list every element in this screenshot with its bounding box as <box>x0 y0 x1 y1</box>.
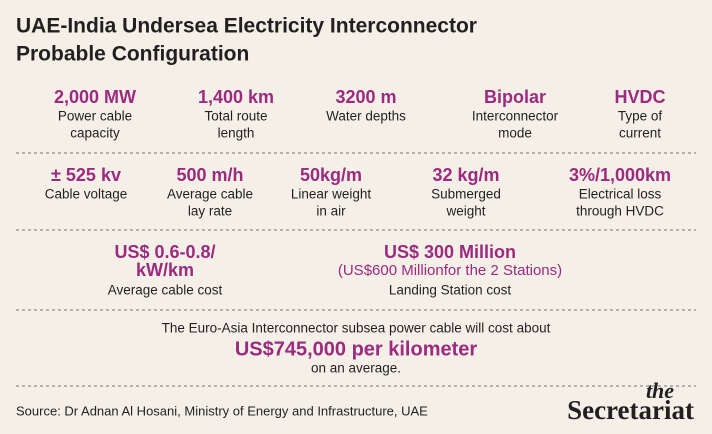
stat-value: 1,400 km <box>198 87 274 107</box>
stat-label: Interconnector <box>472 109 559 124</box>
stat-label: current <box>619 126 661 141</box>
cost-value: kW/km <box>136 260 194 280</box>
stat-label: length <box>218 126 255 141</box>
stat-value: 500 m/h <box>176 165 243 185</box>
stat-label: capacity <box>70 126 120 141</box>
cost-value: US$ 0.6-0.8/ <box>114 242 215 262</box>
logo: the <box>646 378 674 403</box>
summary-text: The Euro-Asia Interconnector subsea powe… <box>162 321 551 336</box>
stat-value: 3%/1,000km <box>569 165 671 185</box>
stat-label: Total route <box>204 109 267 124</box>
stat-value: Bipolar <box>484 87 546 107</box>
title: Probable Configuration <box>16 43 249 66</box>
summary-text: on an average. <box>311 361 401 376</box>
stat-value: 50kg/m <box>300 165 362 185</box>
stat-label: Average cable <box>167 187 253 202</box>
stat-label: weight <box>445 204 485 219</box>
stat-value: 32 kg/m <box>432 165 499 185</box>
stat-value: ± 525 kv <box>51 165 121 185</box>
title: UAE-India Undersea Electricity Interconn… <box>16 15 477 38</box>
stat-label: Type of <box>618 109 663 124</box>
stat-value: HVDC <box>614 87 665 107</box>
logo: Secretariat <box>567 395 694 425</box>
stat-label: Power cable <box>58 109 132 124</box>
cost-value: (US$600 Millionfor the 2 Stations) <box>338 262 562 279</box>
stat-value: 3200 m <box>335 87 396 107</box>
cost-value: US$ 300 Million <box>384 242 516 262</box>
stat-label: Water depths <box>326 109 406 124</box>
stat-label: lay rate <box>188 204 232 219</box>
stat-label: in air <box>316 204 346 219</box>
stat-label: Linear weight <box>291 187 372 202</box>
cost-label: Average cable cost <box>108 283 223 298</box>
summary-value: US$745,000 per kilometer <box>235 338 478 360</box>
stat-label: mode <box>498 126 532 141</box>
cost-label: Landing Station cost <box>389 283 512 298</box>
source: Source: Dr Adnan Al Hosani, Ministry of … <box>16 403 428 418</box>
stat-label: through HVDC <box>576 204 664 219</box>
stat-label: Submerged <box>431 187 501 202</box>
stat-label: Electrical loss <box>579 187 662 202</box>
stat-value: 2,000 MW <box>54 87 136 107</box>
stat-label: Cable voltage <box>45 187 128 202</box>
